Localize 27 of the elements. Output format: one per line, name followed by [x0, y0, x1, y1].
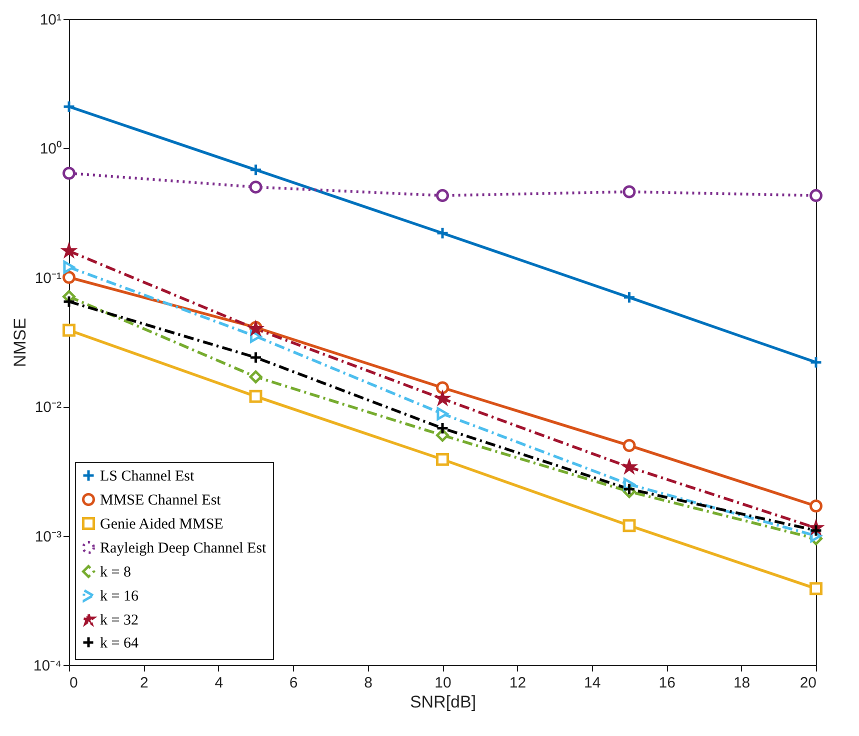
x-tick-label: 12 [509, 674, 526, 692]
legend-label: k = 64 [100, 636, 139, 652]
legend-label: MMSE Channel Est [100, 492, 222, 508]
x-axis-title: SNR[dB] [410, 692, 476, 712]
x-tick-label: 18 [733, 674, 750, 692]
legend-label: LS Channel Est [100, 468, 195, 484]
y-tick-label: 10¹ [40, 12, 62, 28]
legend-label: k = 32 [100, 612, 138, 628]
x-tick-label: 6 [289, 674, 298, 692]
x-tick-label: 4 [214, 674, 224, 692]
x-tick-label: 0 [70, 674, 78, 692]
legend-label: k = 16 [100, 588, 139, 604]
y-tick-label: 10⁻¹ [34, 270, 62, 287]
x-tick-label: 20 [800, 674, 816, 692]
y-tick-label: 10⁻⁴ [33, 658, 62, 674]
y-tick-label: 10⁻² [34, 399, 62, 416]
x-tick-label: 8 [364, 674, 372, 692]
legend-label: Rayleigh Deep Channel Est [100, 540, 268, 556]
y-tick-label: 10⁰ [40, 140, 62, 158]
legend-label: k = 8 [100, 564, 131, 580]
x-tick-label: 10 [434, 674, 452, 692]
y-tick-label: 10⁻³ [34, 528, 62, 546]
x-tick-label: 2 [140, 674, 148, 692]
y-axis-title: NMSE [10, 318, 30, 368]
x-tick-label: 14 [584, 674, 601, 692]
x-tick-label: 16 [658, 674, 676, 692]
legend-label: Genie Aided MMSE [100, 516, 224, 532]
